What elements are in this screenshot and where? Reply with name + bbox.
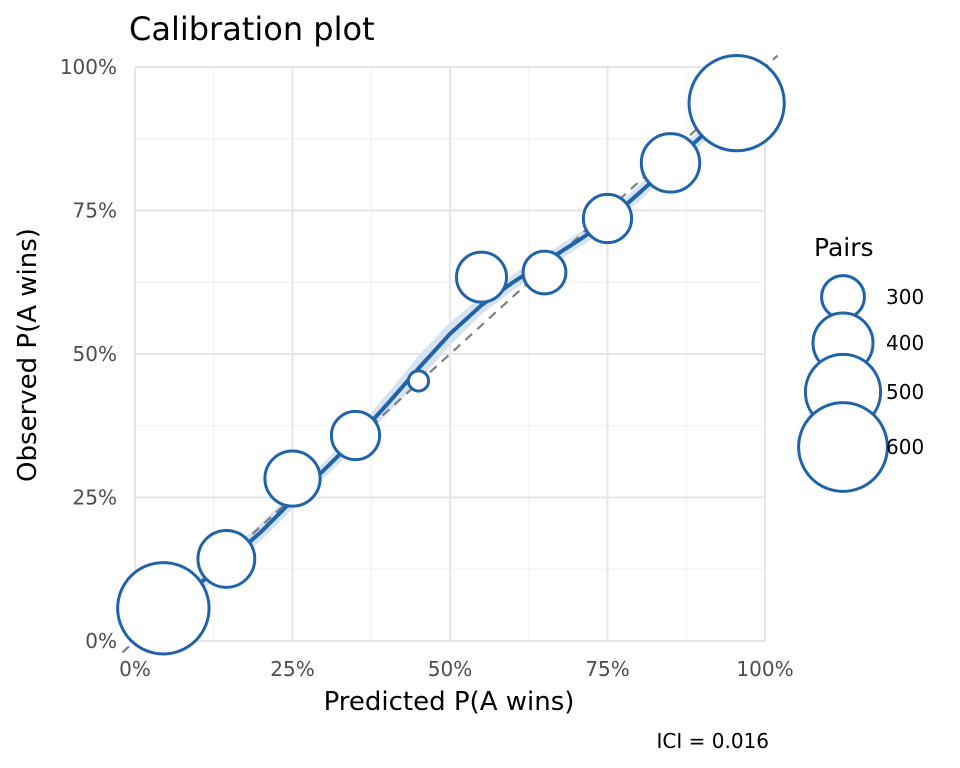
legend-label-400: 400: [886, 331, 924, 355]
x-tick-label-2: 50%: [428, 657, 472, 681]
point-8: [639, 132, 702, 194]
x-tick-label-1: 25%: [270, 657, 314, 681]
y-tick-label-4: 100%: [60, 55, 117, 79]
point-2: [263, 449, 322, 508]
point-6: [521, 249, 568, 296]
ici-caption: ICI = 0.016: [657, 729, 770, 753]
legend-label-300: 300: [886, 285, 924, 309]
legend-key-600: [797, 401, 889, 493]
point-0: [116, 561, 211, 656]
y-tick-label-0: 0%: [85, 629, 117, 653]
point-4: [406, 369, 431, 393]
legend-title: Pairs: [814, 233, 874, 262]
y-tick-label-2: 50%: [73, 342, 117, 366]
legend: Pairs 300 400 500 600: [797, 233, 924, 493]
y-tick-label-3: 75%: [73, 199, 117, 223]
legend-label-600: 600: [886, 435, 924, 459]
y-axis-title: Observed P(A wins): [13, 228, 43, 482]
point-3: [329, 409, 382, 462]
tick-labels: 0% 25% 50% 75% 100% 0% 25% 50% 75% 100%: [60, 55, 794, 681]
legend-label-500: 500: [886, 380, 924, 404]
x-tick-label-3: 75%: [585, 657, 629, 681]
x-axis-title: Predicted P(A wins): [324, 687, 575, 717]
y-tick-label-1: 25%: [73, 486, 117, 510]
point-5: [455, 250, 508, 304]
point-7: [581, 192, 634, 245]
x-tick-label-4: 100%: [736, 657, 793, 681]
points-layer: [116, 54, 786, 656]
point-9: [687, 54, 786, 153]
chart-title: Calibration plot: [129, 10, 375, 48]
point-1: [196, 529, 257, 589]
x-tick-label-0: 0%: [119, 657, 151, 681]
grid: [134, 66, 766, 642]
